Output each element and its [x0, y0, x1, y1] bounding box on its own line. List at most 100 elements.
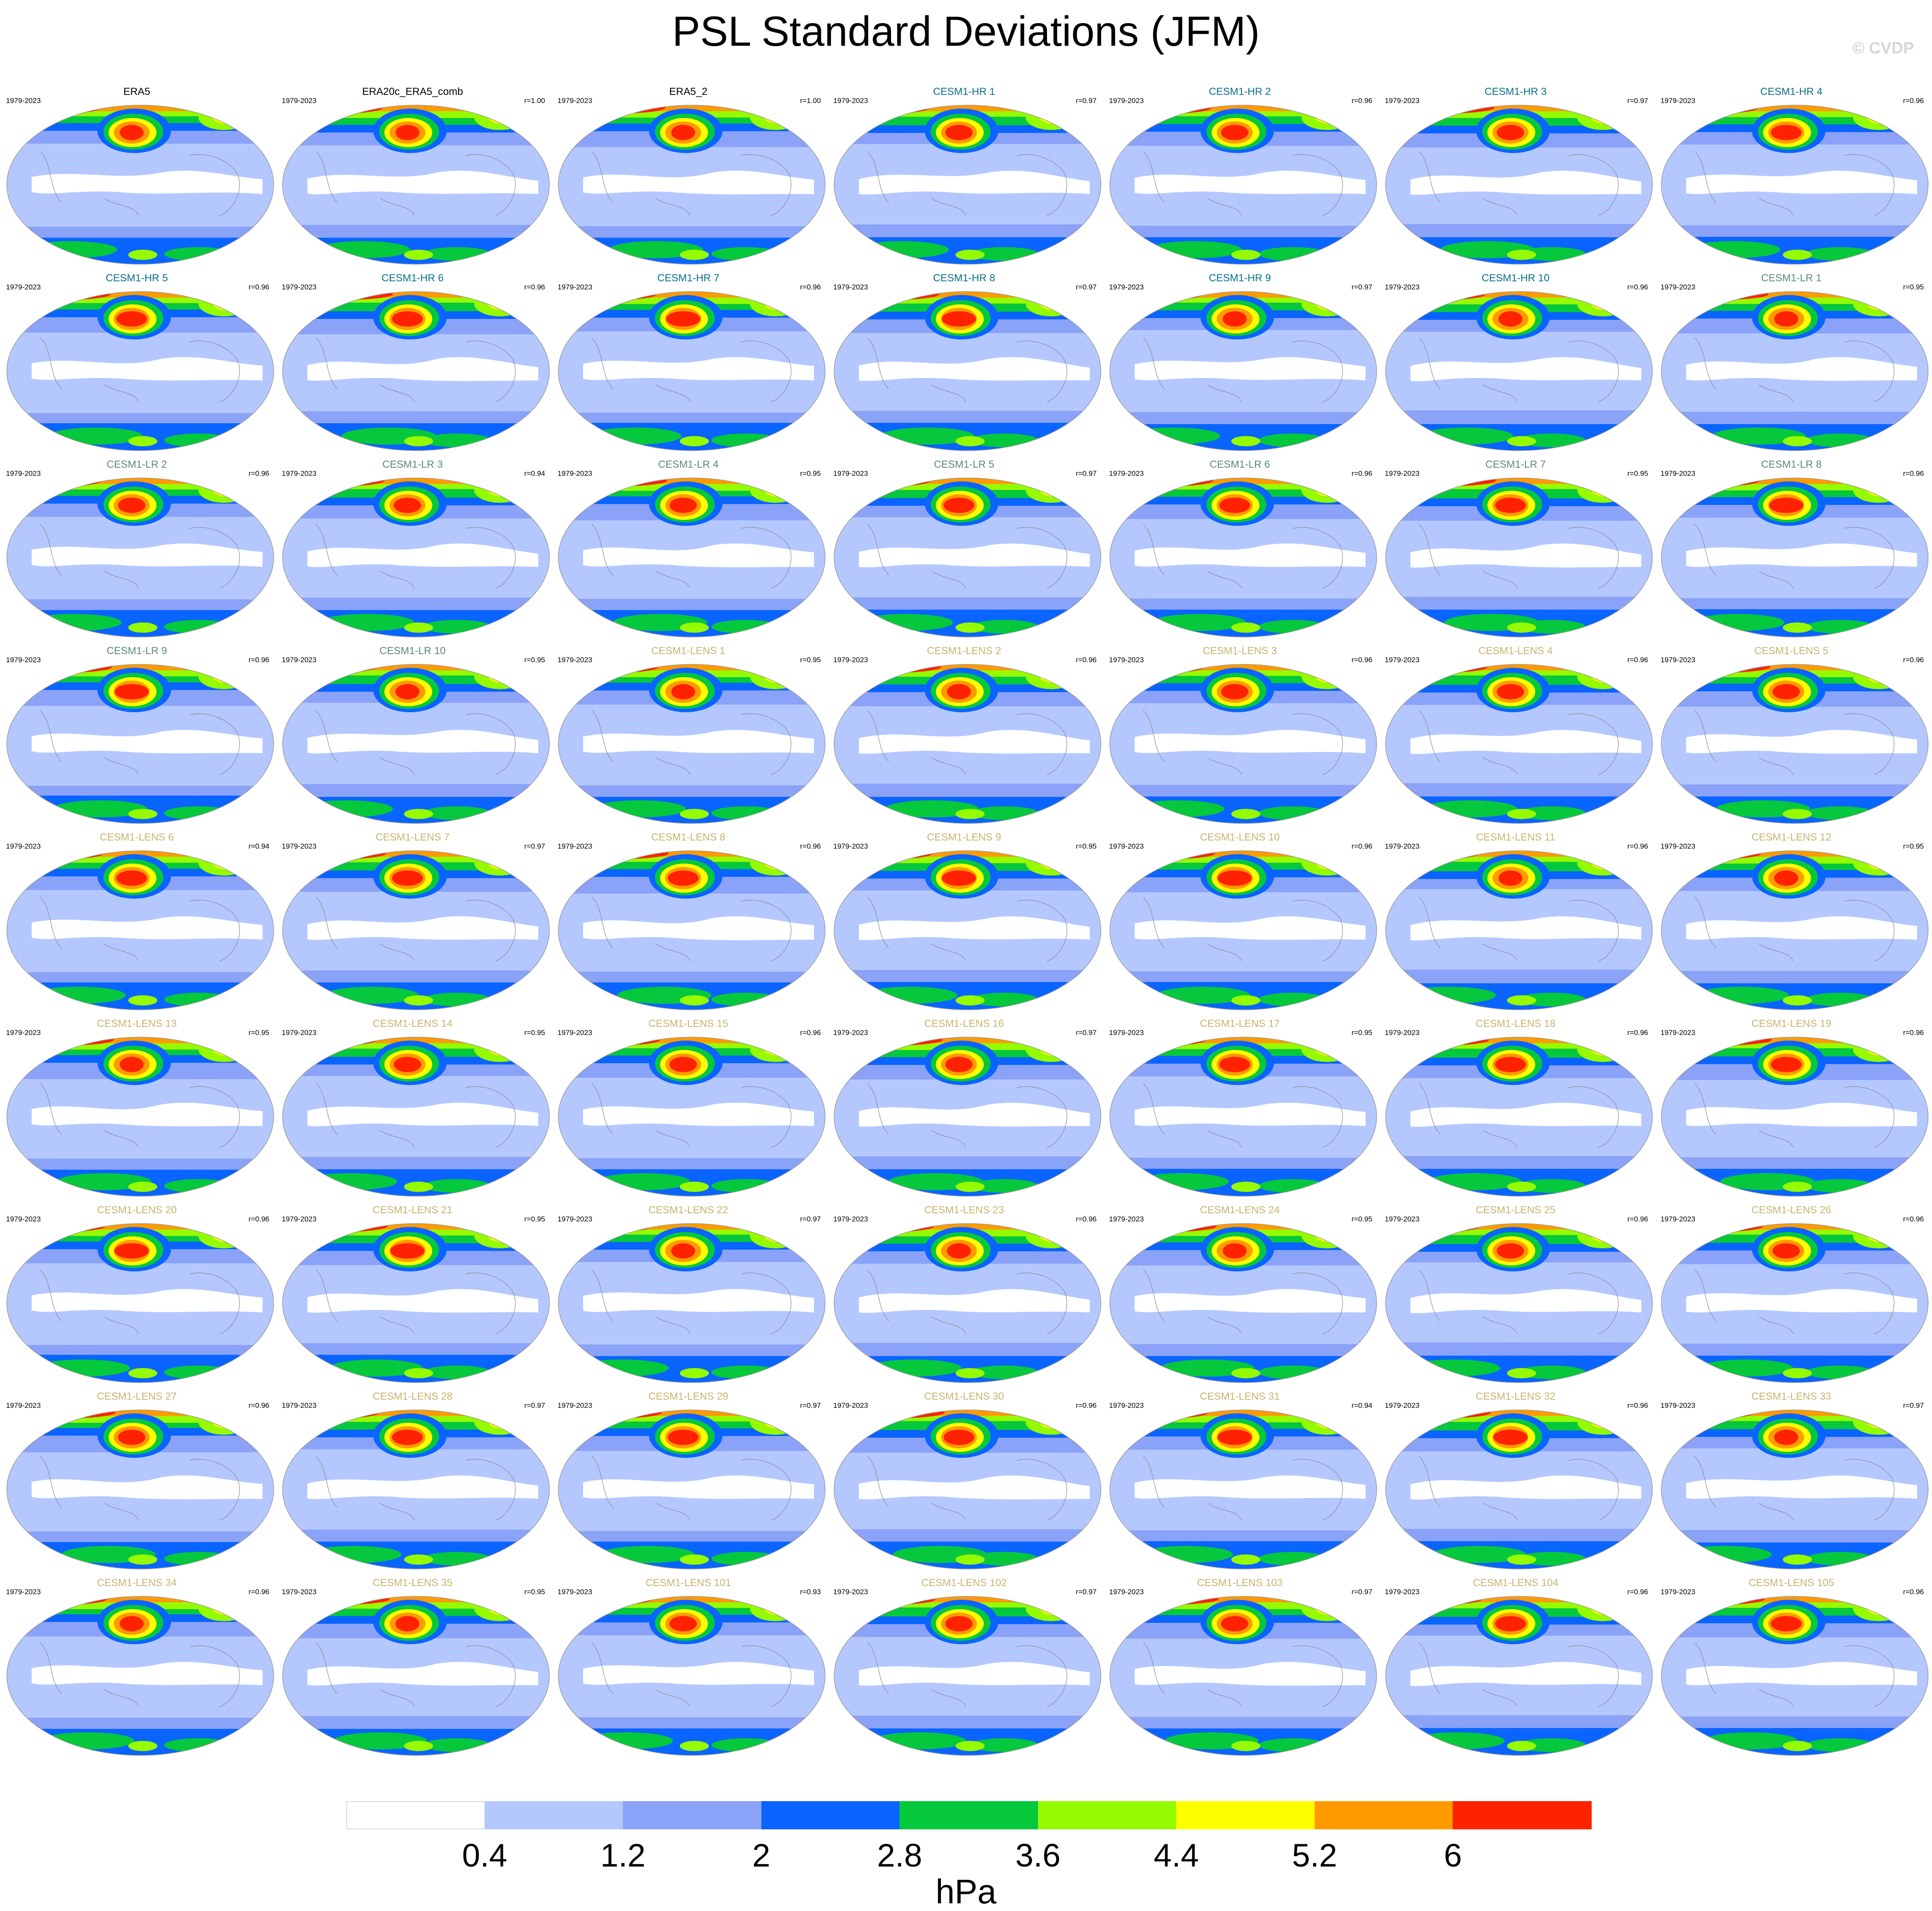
coastlines [316, 524, 516, 589]
tropical-low-variance-area [583, 1289, 814, 1312]
pattern-correlation: r=0.94 [1351, 1401, 1372, 1410]
southern-ocean-band-5 [680, 995, 709, 1006]
colorbar-swatch [900, 1801, 1038, 1829]
pattern-correlation: r=0.96 [800, 1029, 821, 1037]
pattern-correlation: r=0.97 [1076, 1029, 1097, 1037]
panel-title: CESM1-LR 6 [1209, 459, 1270, 470]
atlantic-high-variance-core [498, 1230, 514, 1238]
map-panel: ERA5 1979-2023 [0, 86, 274, 265]
coastlines [867, 337, 1068, 402]
panel-title: CESM1-LENS 6 [100, 832, 174, 843]
map-panel: CESM1-LENS 15 1979-2023 r=0.96 [552, 1017, 826, 1197]
panel-title: CESM1-HR 5 [106, 272, 168, 284]
aleutian-low-core [944, 498, 974, 513]
panel-years: 1979-2023 [557, 1401, 593, 1410]
atlantic-high-variance-mid [764, 295, 796, 310]
atlantic-high-variance-mid [1591, 109, 1623, 124]
aleutian-low-core [116, 870, 147, 886]
southern-ocean-band-5 [1783, 250, 1812, 260]
colorbar-tick-label: 4.4 [1153, 1837, 1199, 1874]
panel-years: 1979-2023 [1109, 1215, 1144, 1223]
panel-years: 1979-2023 [282, 469, 317, 478]
atlantic-high-variance-mid [488, 668, 520, 683]
pattern-correlation: r=0.97 [1351, 283, 1372, 291]
panel-title: CESM1-HR 10 [1481, 272, 1550, 284]
colorbar-swatch [623, 1801, 762, 1829]
panel-title: CESM1-LENS 33 [1751, 1391, 1832, 1402]
global-map [6, 291, 274, 451]
panel-title: CESM1-HR 2 [1209, 86, 1271, 97]
coastlines [1694, 151, 1895, 216]
colorbar-swatch [484, 1801, 624, 1829]
aleutian-low-core [392, 1430, 423, 1445]
panel-title: CESM1-HR 1 [933, 86, 995, 97]
global-map [6, 1596, 274, 1756]
tropical-low-variance-area [1410, 357, 1641, 381]
coastlines [1694, 1269, 1895, 1334]
panel-title: CESM1-HR 3 [1484, 86, 1547, 97]
coastlines [867, 1456, 1068, 1521]
pattern-correlation: r=0.97 [800, 1215, 821, 1223]
atlantic-high-variance-core [1326, 1416, 1341, 1424]
aleutian-low-core [1497, 684, 1524, 699]
map-panel: CESM1-LENS 34 1979-2023 r=0.96 [0, 1577, 274, 1756]
global-map [1109, 478, 1377, 637]
map-border [6, 478, 274, 637]
coastlines [867, 1642, 1068, 1707]
atlantic-high-variance-core [1326, 1044, 1341, 1051]
panel-title: CESM1-LR 10 [379, 645, 446, 657]
colorbar-swatch [1453, 1801, 1592, 1829]
panel-years: 1979-2023 [1109, 656, 1144, 664]
atlantic-high-variance-core [223, 1044, 238, 1051]
map-border [6, 1596, 274, 1756]
global-map [282, 1223, 550, 1383]
panel-years: 1979-2023 [6, 1215, 41, 1223]
southern-ocean-band-4 [333, 1732, 427, 1749]
southern-ocean-band-5 [404, 1741, 433, 1751]
southern-ocean-band-4 [1147, 241, 1242, 258]
pattern-correlation: r=0.94 [524, 469, 545, 478]
global-map [282, 1410, 550, 1569]
aleutian-low-core [1497, 1243, 1524, 1259]
southern-ocean-band-4 [57, 1173, 151, 1190]
panel-title: CESM1-HR 7 [657, 272, 720, 284]
panel-title: CESM1-LENS 3 [1203, 645, 1277, 657]
tropical-low-variance-area [583, 357, 814, 380]
atlantic-high-variance-outer [1853, 1037, 1904, 1062]
map-border [6, 850, 274, 1010]
map-panel: ERA20c_ERA5_comb 1979-2023 r=1.00 [276, 86, 550, 265]
atlantic-high-variance-mid [1039, 854, 1072, 870]
panel-years: 1979-2023 [282, 1588, 317, 1596]
map-border [834, 105, 1101, 265]
southern-ocean-band-4b [1806, 1365, 1874, 1379]
atlantic-high-variance-outer [198, 105, 250, 130]
global-map [1385, 1037, 1653, 1197]
southern-ocean-band-4b [1517, 247, 1586, 261]
pattern-correlation: r=0.96 [248, 656, 269, 664]
pattern-correlation: r=0.96 [248, 469, 269, 478]
atlantic-high-variance-core [1326, 1230, 1341, 1238]
pattern-correlation: r=0.96 [1351, 469, 1372, 478]
southern-ocean-band-5 [1231, 1368, 1260, 1378]
pattern-correlation: r=0.97 [1076, 97, 1097, 105]
tropical-low-variance-area [1686, 1103, 1917, 1127]
aleutian-low-core [1774, 870, 1798, 886]
panel-years: 1979-2023 [1385, 97, 1420, 105]
pattern-correlation: r=0.96 [1076, 1215, 1097, 1223]
southern-ocean-band-4b [1806, 247, 1874, 261]
tropical-low-variance-area [1135, 916, 1366, 940]
colorbar-tick-label: 2 [752, 1837, 770, 1874]
atlantic-high-variance-outer [1577, 478, 1628, 503]
atlantic-high-variance-outer [1301, 851, 1353, 876]
pattern-correlation: r=0.95 [524, 1215, 545, 1223]
coastlines [1143, 1642, 1343, 1707]
map-border [834, 478, 1101, 637]
tropical-low-variance-area [1135, 730, 1366, 753]
atlantic-high-variance-core [1877, 857, 1893, 865]
global-map [834, 1410, 1101, 1569]
southern-ocean-band-5 [1507, 1554, 1536, 1565]
southern-ocean-band-4 [1678, 1546, 1772, 1563]
panel-title: CESM1-LR 5 [934, 459, 994, 470]
atlantic-high-variance-outer [1026, 851, 1077, 876]
panel-title: CESM1-LENS 2 [927, 645, 1001, 657]
